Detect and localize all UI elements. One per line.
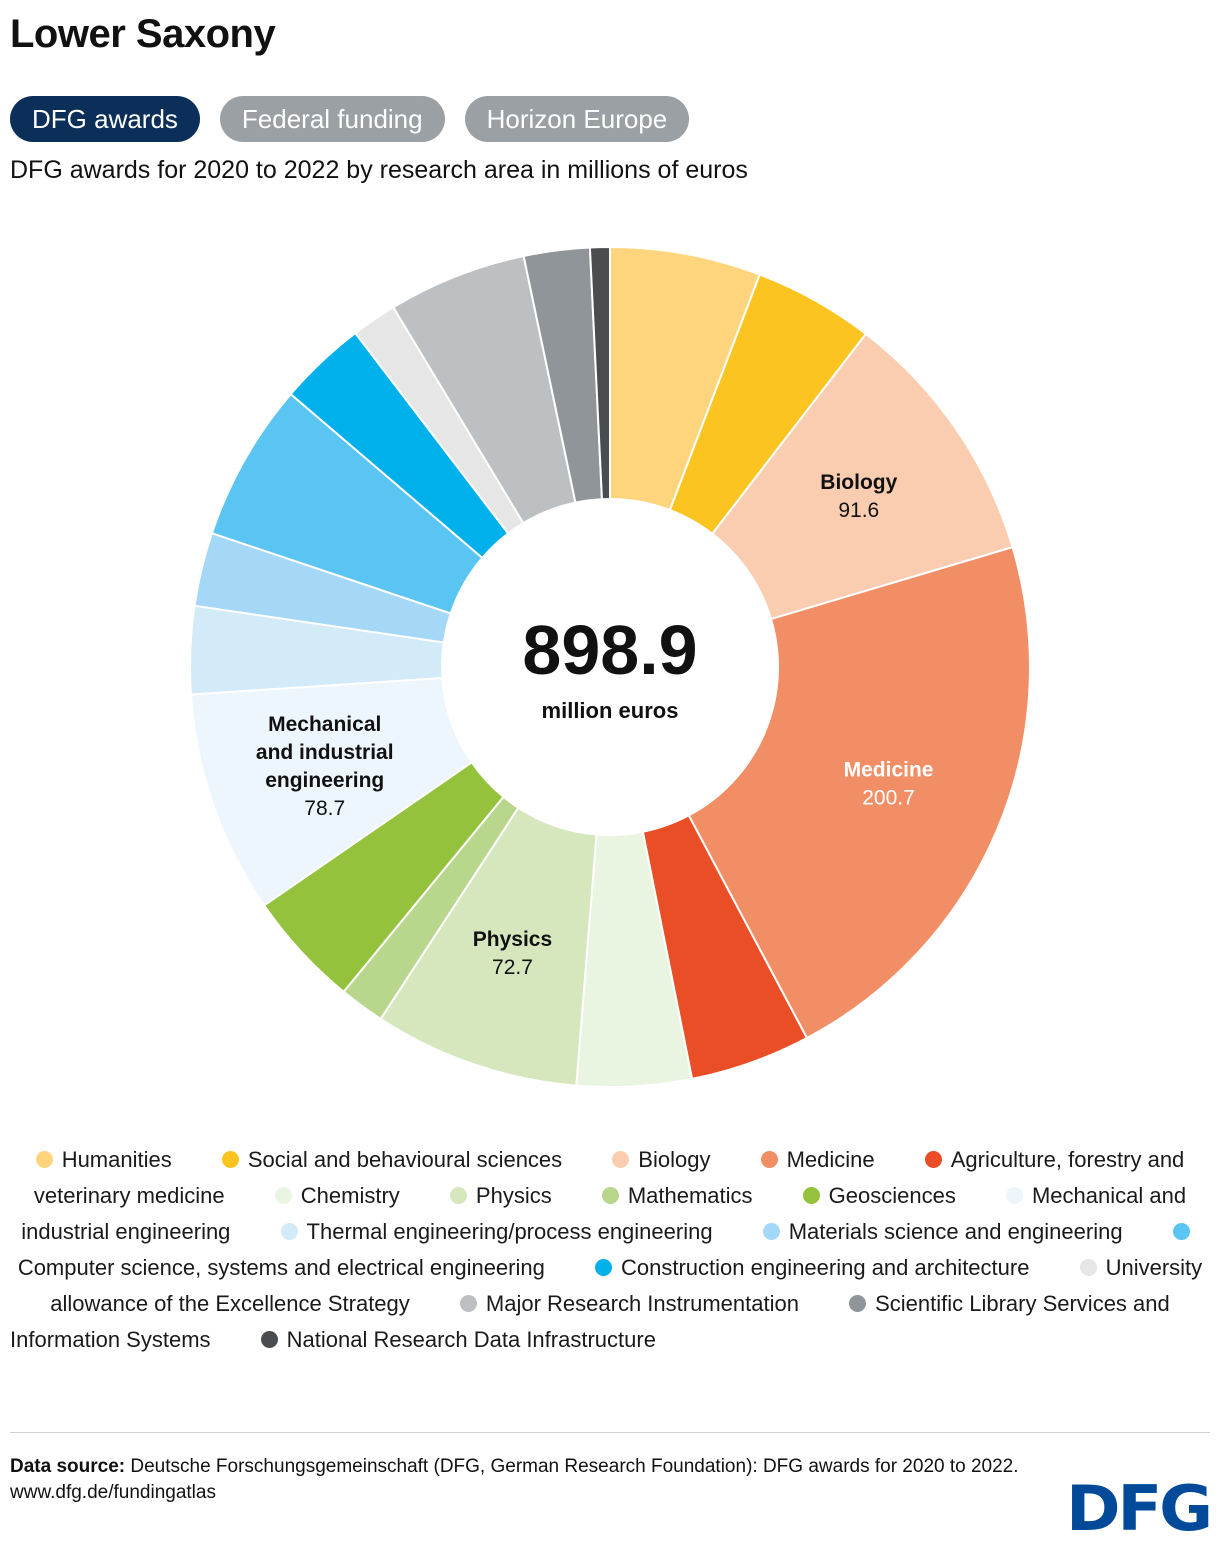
legend-item: Chemistry xyxy=(274,1183,400,1208)
legend-label: Scientific Library Services and Informat… xyxy=(10,1291,1170,1352)
legend-label: Agriculture, forestry and veterinary med… xyxy=(33,1147,1185,1208)
slice-label-biology: Biology 91.6 xyxy=(820,471,897,522)
slice-label-physics: Physics 72.7 xyxy=(473,928,552,979)
legend-item: Mathematics xyxy=(601,1183,753,1208)
legend-label: Mechanical and industrial engineering xyxy=(21,1183,1187,1244)
legend-label: Chemistry xyxy=(300,1183,400,1208)
tab-dfg-awards[interactable]: DFG awards xyxy=(10,96,200,142)
legend-item: Geosciences xyxy=(802,1183,956,1208)
legend-swatch xyxy=(1005,1187,1023,1204)
legend-swatch xyxy=(35,1151,53,1168)
legend-label: Materials science and engineering xyxy=(788,1219,1123,1244)
legend-label: Geosciences xyxy=(828,1183,956,1208)
slice-label-value: 72.7 xyxy=(492,956,533,979)
legend-item: Thermal engineering/process engineering xyxy=(280,1219,713,1244)
dfg-logo: DFG xyxy=(1066,1478,1212,1534)
legend-swatch xyxy=(449,1187,467,1204)
legend-item: Social and behavioural sciences xyxy=(221,1147,563,1172)
legend-label: Mathematics xyxy=(627,1183,753,1208)
legend-item: Physics xyxy=(449,1183,552,1208)
legend-label: Medicine xyxy=(786,1147,875,1172)
legend-item: University allowance of the Excellence S… xyxy=(50,1255,1202,1316)
legend-swatch xyxy=(260,1331,278,1348)
legend-item: Major Research Instrumentation xyxy=(459,1291,799,1316)
source-label: Data source: xyxy=(10,1456,126,1477)
slice-label-value: 200.7 xyxy=(862,787,915,810)
source-url: www.dfg.de/fundingatlas xyxy=(10,1482,216,1503)
legend-swatch xyxy=(601,1187,619,1204)
total-unit: million euros xyxy=(542,698,679,723)
legend-item: Construction engineering and architectur… xyxy=(594,1255,1030,1280)
divider xyxy=(10,1432,1210,1433)
legend-swatch xyxy=(849,1295,867,1312)
legend-swatch xyxy=(459,1295,477,1312)
slice-physics[interactable] xyxy=(379,806,598,1087)
legend-item: Agriculture, forestry and veterinary med… xyxy=(34,1147,1184,1208)
slice-mechanical-and-industrial-engineering[interactable] xyxy=(189,676,474,907)
legend-swatch xyxy=(1172,1223,1190,1240)
slice-label-value: 91.6 xyxy=(838,499,879,522)
data-source: Data source: Deutsche Forschungsgemeinsc… xyxy=(10,1454,1030,1506)
legend-label: Construction engineering and architectur… xyxy=(620,1255,1030,1280)
legend-item: Computer science, systems and electrical… xyxy=(18,1219,1199,1280)
legend-label: University allowance of the Excellence S… xyxy=(50,1255,1203,1316)
logo-text: DFG xyxy=(1066,1478,1210,1534)
legend-swatch xyxy=(274,1187,292,1204)
slice-medicine[interactable] xyxy=(687,545,1031,1040)
slice-biology[interactable] xyxy=(710,332,1014,621)
legend-item: Mechanical and industrial engineering xyxy=(21,1183,1186,1244)
page-title: Lower Saxony xyxy=(10,12,276,56)
legend-item: Humanities xyxy=(35,1147,172,1172)
slice-label-name: Mechanical xyxy=(268,713,381,736)
slice-label-name: and industrial xyxy=(256,741,394,764)
legend-label: Social and behavioural sciences xyxy=(247,1147,563,1172)
tab-federal-funding[interactable]: Federal funding xyxy=(219,96,445,142)
legend-swatch xyxy=(762,1223,780,1240)
legend-label: Biology xyxy=(638,1147,711,1172)
legend-label: National Research Data Infrastructure xyxy=(286,1327,656,1352)
total-value: 898.9 xyxy=(522,611,697,689)
legend-item: Scientific Library Services and Informat… xyxy=(10,1291,1170,1352)
legend-label: Computer science, systems and electrical… xyxy=(17,1255,545,1280)
tab-bar: DFG awards Federal funding Horizon Europ… xyxy=(10,96,690,142)
source-text: Deutsche Forschungsgemeinschaft (DFG, Ge… xyxy=(130,1456,1019,1477)
legend-swatch xyxy=(594,1259,612,1276)
legend-swatch xyxy=(924,1151,942,1168)
slice-national-research-data-infrastructure[interactable] xyxy=(588,245,611,501)
legend-swatch xyxy=(802,1187,820,1204)
legend-item: Materials science and engineering xyxy=(762,1219,1123,1244)
chart-legend: Humanities Social and behavioural scienc… xyxy=(10,1142,1210,1358)
slice-label-mechanical-and-industrial-engineering: Mechanical and industrial engineering 78.7 xyxy=(256,713,394,820)
legend-swatch xyxy=(221,1151,239,1168)
donut-slices xyxy=(189,245,1031,1088)
legend-swatch xyxy=(1079,1259,1097,1276)
legend-item: Medicine xyxy=(760,1147,875,1172)
slice-label-name: engineering xyxy=(265,769,384,792)
slice-label-name: Physics xyxy=(473,928,552,951)
legend-item: Biology xyxy=(612,1147,710,1172)
slice-label-medicine: Medicine 200.7 xyxy=(844,759,934,810)
legend-swatch xyxy=(760,1151,778,1168)
slice-label-name: Medicine xyxy=(844,759,934,782)
slice-label-name: Biology xyxy=(820,471,897,494)
legend-label: Thermal engineering/process engineering xyxy=(306,1219,713,1244)
donut-chart: Biology 91.6 Medicine 200.7 Physics 72.7 Mecha… xyxy=(189,245,1031,1088)
legend-swatch xyxy=(280,1223,298,1240)
legend-swatch xyxy=(612,1151,630,1168)
legend-label: Humanities xyxy=(61,1147,172,1172)
legend-item: National Research Data Infrastructure xyxy=(260,1327,656,1352)
legend-label: Major Research Instrumentation xyxy=(485,1291,799,1316)
slice-labels: Biology 91.6 Medicine 200.7 Physics 72.7 Mecha… xyxy=(256,471,934,979)
slice-label-value: 78.7 xyxy=(304,797,345,820)
chart-subtitle: DFG awards for 2020 to 2022 by research … xyxy=(10,156,748,184)
tab-horizon-europe[interactable]: Horizon Europe xyxy=(464,96,690,142)
legend-label: Physics xyxy=(475,1183,552,1208)
